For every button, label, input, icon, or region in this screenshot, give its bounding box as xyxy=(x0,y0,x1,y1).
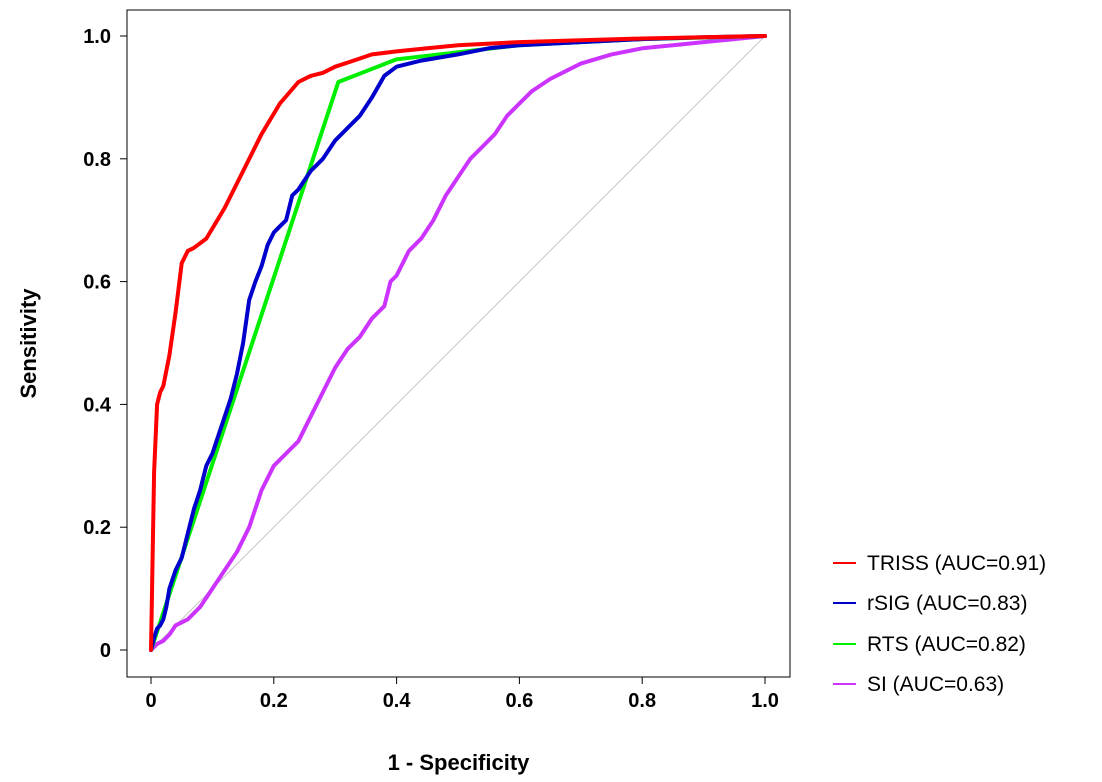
y-tick-label: 0 xyxy=(100,640,111,662)
y-tick-label: 1.0 xyxy=(83,26,111,48)
legend-label-rsig: rSIG (AUC=0.83) xyxy=(867,592,1027,615)
legend-label-rts: RTS (AUC=0.82) xyxy=(867,633,1026,656)
y-tick-label: 0.4 xyxy=(83,394,112,416)
x-tick-label: 0.2 xyxy=(260,690,288,712)
y-tick-label: 0.8 xyxy=(83,149,111,171)
x-tick-label: 0.6 xyxy=(505,690,533,712)
x-axis-title: 1 - Specificity xyxy=(388,750,531,775)
plot-border xyxy=(126,9,791,678)
x-tick-label: 0.8 xyxy=(628,690,656,712)
reference-diagonal-line xyxy=(150,35,766,651)
series-line-rsig xyxy=(149,34,767,652)
axes: 0 0.2 0.4 0.6 0.8 1.0 0 0.2 0.4 0.6 0.8 1.0 xyxy=(83,9,791,712)
series-line-si xyxy=(149,34,767,652)
y-tick-label: 0.6 xyxy=(83,272,111,294)
y-axis-title: Sensitivity xyxy=(16,288,41,399)
x-tick-label: 0.4 xyxy=(383,690,412,712)
plot-area xyxy=(149,34,767,652)
series-line-triss xyxy=(149,34,767,652)
legend-label-triss: TRISS (AUC=0.91) xyxy=(867,552,1046,575)
x-tick-label: 1.0 xyxy=(751,690,779,712)
legend: TRISS (AUC=0.91) rSIG (AUC=0.83) RTS (AUC=… xyxy=(833,552,1046,696)
y-tick-label: 0.2 xyxy=(83,517,111,539)
legend-label-si: SI (AUC=0.63) xyxy=(867,673,1004,696)
x-tick-label: 0 xyxy=(145,690,156,712)
